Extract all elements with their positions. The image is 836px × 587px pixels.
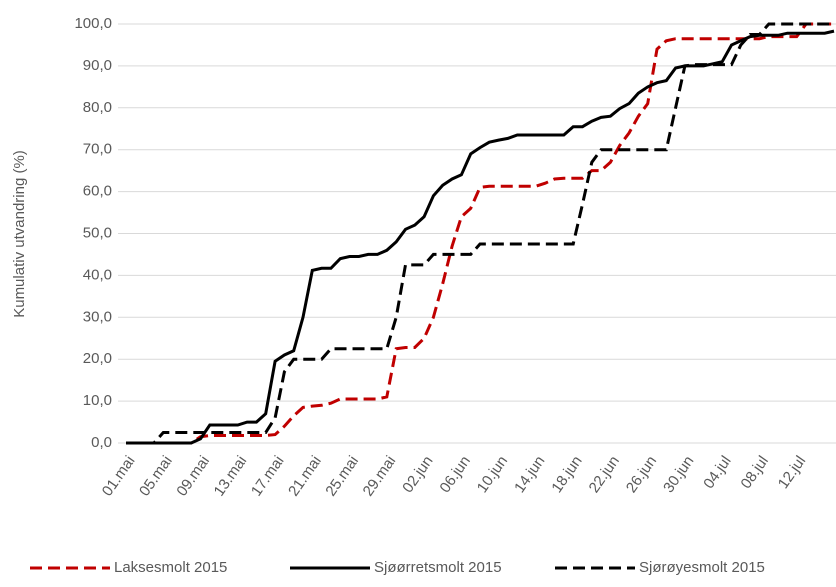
y-tick-label: 80,0: [83, 99, 112, 116]
x-tick-label: 25.mai: [322, 453, 362, 500]
x-tick-label: 06.jun: [437, 453, 474, 496]
y-tick-label: 0,0: [91, 434, 112, 451]
x-tick-label: 22.jun: [586, 453, 623, 496]
y-tick-label: 70,0: [83, 141, 112, 158]
y-tick-label: 60,0: [83, 183, 112, 200]
x-tick-label: 01.mai: [99, 453, 139, 500]
legend-label: Sjøørretsmolt 2015: [374, 559, 502, 576]
x-tick-label: 09.mai: [173, 453, 213, 500]
x-tick-label: 02.jun: [399, 453, 436, 496]
x-tick-label: 12.jul: [775, 453, 809, 492]
y-tick-label: 30,0: [83, 308, 112, 325]
y-tick-label: 20,0: [83, 350, 112, 367]
y-tick-label: 40,0: [83, 266, 112, 283]
x-tick-label: 26.jun: [623, 453, 660, 496]
x-tick-label: 21.mai: [285, 453, 325, 500]
x-tick-label: 04.jul: [700, 453, 734, 492]
x-tick-label: 10.jun: [474, 453, 511, 496]
x-tick-label: 17.mai: [248, 453, 288, 500]
series-line: [126, 22, 834, 445]
y-tick-label: 90,0: [83, 57, 112, 74]
x-tick-label: 08.jul: [738, 453, 772, 492]
series-line: [126, 29, 835, 445]
x-tick-label: 30.jun: [660, 453, 697, 496]
y-tick-label: 100,0: [74, 15, 112, 32]
legend-label: Laksesmolt 2015: [114, 559, 227, 576]
x-tick-label: 18.jun: [548, 453, 585, 496]
x-tick-label: 13.mai: [211, 453, 251, 500]
y-axis-label: Kumulativ utvandring (%): [11, 150, 28, 318]
x-tick-label: 14.jun: [511, 453, 548, 496]
x-tick-label: 05.mai: [136, 453, 176, 500]
y-tick-label: 10,0: [83, 392, 112, 409]
y-tick-label: 50,0: [83, 224, 112, 241]
x-tick-label: 29.mai: [360, 453, 400, 500]
legend-label: Sjørøyesmolt 2015: [639, 559, 765, 576]
